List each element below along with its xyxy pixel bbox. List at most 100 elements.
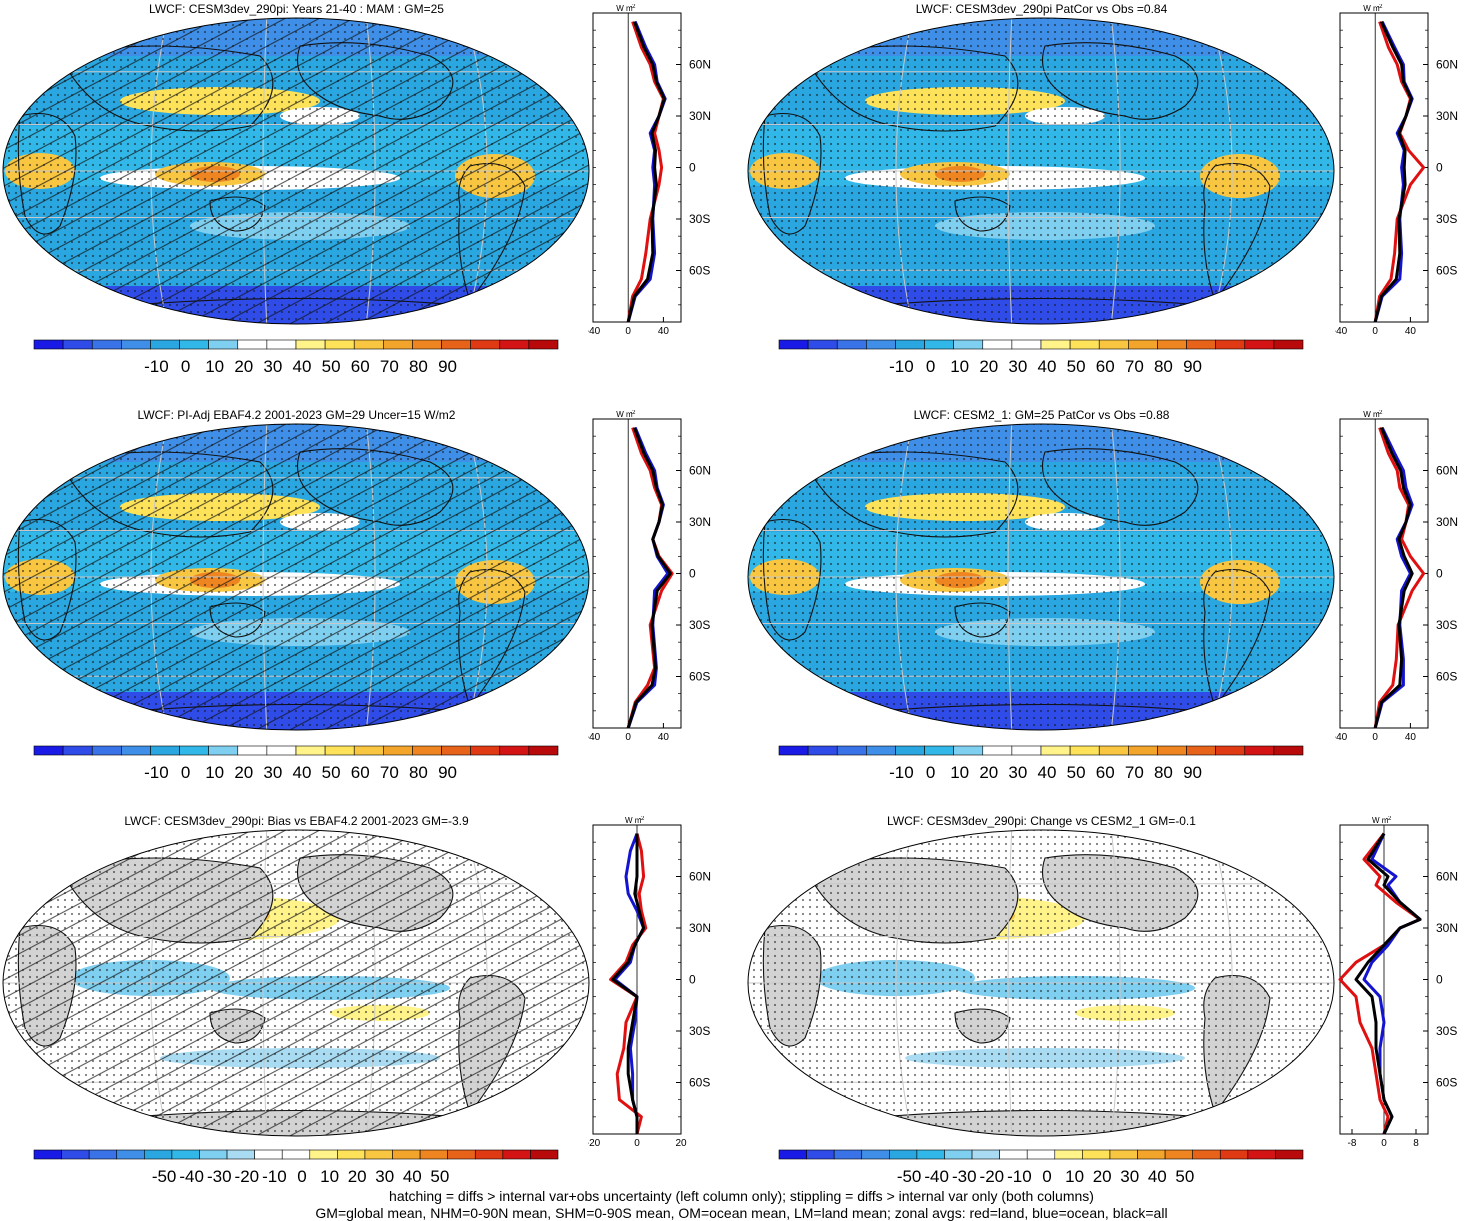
colorbar-swatch [806, 1149, 835, 1160]
unit-exponent: -2 [1377, 4, 1383, 10]
colorbar-label: 30 [263, 357, 282, 376]
colorbar-swatch [62, 745, 93, 756]
y-tick-label: 60N [1436, 464, 1458, 478]
y-tick-label: 60N [1436, 870, 1458, 884]
colorbar-swatch [1247, 1149, 1276, 1160]
colorbar-label: 90 [438, 763, 457, 782]
colorbar-swatch [309, 1149, 338, 1160]
colorbar-label: -10 [889, 357, 914, 376]
colorbar-label: 50 [1067, 763, 1086, 782]
y-tick-label: 60S [1436, 1076, 1457, 1090]
colorbar-label: -10 [1007, 1167, 1032, 1186]
colorbar-label: 80 [1154, 763, 1173, 782]
colorbar-label: 50 [1175, 1167, 1194, 1186]
colorbar-swatch [1244, 339, 1275, 350]
x-tick-label: -40 [1335, 326, 1348, 337]
colorbar-swatch [208, 745, 239, 756]
colorbar: -10 0 10 20 30 40 50 60 70 80 90 [778, 745, 1304, 782]
unit-exponent: -2 [630, 410, 636, 416]
y-tick-label: 0 [1436, 161, 1443, 175]
x-tick-label: 0 [625, 732, 631, 743]
colorbar-swatch [121, 339, 151, 350]
panel-3: LWCF: PI-Adj EBAF4.2 2001-2023 GM=29 Unc… [0, 406, 740, 796]
colorbar-swatch [324, 745, 355, 756]
map [747, 829, 1335, 1137]
colorbar-label: 30 [1008, 763, 1027, 782]
colorbar-swatch [1215, 745, 1246, 756]
colorbar-label: 20 [1093, 1167, 1112, 1186]
unit-label: W m [616, 4, 633, 13]
unit-exponent: -2 [639, 816, 645, 822]
zonal-series-line [1373, 427, 1426, 729]
colorbar-swatch [889, 1149, 918, 1160]
zonal-mean-chart: W m-2 -20 0 20 60N 30N 0 30S 60S [588, 816, 711, 1149]
y-tick-label: 60S [689, 1076, 710, 1090]
unit-label: W m [616, 410, 633, 419]
colorbar-label: 80 [409, 763, 428, 782]
x-tick-label: 8 [1413, 1138, 1419, 1149]
x-tick-label: -40 [588, 326, 601, 337]
colorbar-swatch [295, 745, 326, 756]
colorbar-swatch [237, 339, 268, 350]
y-tick-label: 30N [1436, 109, 1458, 123]
y-tick-label: 60S [1436, 264, 1457, 278]
y-tick-label: 60S [689, 670, 710, 684]
colorbar-swatch [1186, 339, 1216, 350]
zonal-series-line [1373, 20, 1414, 323]
colorbar: -10 0 10 20 30 40 50 60 70 80 90 [778, 339, 1304, 376]
colorbar-swatch [530, 1149, 559, 1160]
colorbar-swatch [412, 339, 442, 350]
colorbar-label: -50 [152, 1167, 177, 1186]
colorbar-label: 50 [322, 763, 341, 782]
y-tick-label: 0 [689, 973, 696, 987]
y-tick-label: 60N [689, 58, 711, 72]
x-tick-label: 40 [658, 732, 670, 743]
colorbar-label: -10 [144, 357, 169, 376]
colorbar-swatch [895, 339, 925, 350]
colorbar-label: 70 [380, 357, 399, 376]
colorbar-swatch [1192, 1149, 1221, 1160]
map [2, 829, 590, 1137]
colorbar-label: 90 [438, 357, 457, 376]
zonal-mean-chart: W m-2 -8 0 8 60N 30N 0 30S 60S [1338, 816, 1458, 1149]
map [747, 17, 1335, 325]
colorbar-swatch [1273, 339, 1304, 350]
colorbar-swatch [916, 1149, 945, 1160]
colorbar-label: 10 [320, 1167, 339, 1186]
colorbar-label: -40 [924, 1167, 949, 1186]
colorbar-swatch [1219, 1149, 1249, 1160]
colorbar-label: 0 [181, 763, 190, 782]
colorbar-label: 10 [950, 357, 969, 376]
colorbar-label: 80 [409, 357, 428, 376]
colorbar-swatch [1128, 745, 1158, 756]
colorbar-label: 40 [1038, 763, 1057, 782]
unit-exponent: -2 [1377, 410, 1383, 416]
colorbar-swatch [502, 1149, 531, 1160]
zonal-series-line [613, 833, 646, 1134]
colorbar-swatch [1011, 745, 1042, 756]
colorbar-swatch [1157, 745, 1187, 756]
zonal-mean-chart: W m-2 -40 0 40 60N 30N 0 30S 60S [1335, 410, 1458, 743]
colorbar-swatch [866, 745, 896, 756]
colorbar-swatch [861, 1149, 890, 1160]
x-tick-label: 0 [1381, 1138, 1387, 1149]
colorbar-swatch [199, 1149, 228, 1160]
zonal-mean-chart: W m-2 -40 0 40 60N 30N 0 30S 60S [588, 4, 711, 337]
colorbar-swatch [528, 339, 559, 350]
zonal-series-line [1373, 20, 1413, 323]
colorbar-label: -30 [207, 1167, 232, 1186]
colorbar-swatch [1164, 1149, 1193, 1160]
colorbar-swatch [266, 339, 297, 350]
colorbar-label: 20 [348, 1167, 367, 1186]
x-tick-label: 40 [1405, 732, 1417, 743]
colorbar-swatch [1273, 745, 1304, 756]
x-tick-label: 20 [675, 1138, 687, 1149]
colorbar-label: 90 [1183, 357, 1202, 376]
colorbar-swatch [237, 745, 268, 756]
colorbar: -50 -40 -30 -20 -10 0 10 20 30 40 50 [33, 1149, 559, 1186]
colorbar-swatch [807, 745, 838, 756]
zonal-series-line [626, 21, 665, 323]
colorbar-swatch [833, 1149, 863, 1160]
colorbar-swatch [1082, 1149, 1111, 1160]
colorbar-label: 50 [1067, 357, 1086, 376]
